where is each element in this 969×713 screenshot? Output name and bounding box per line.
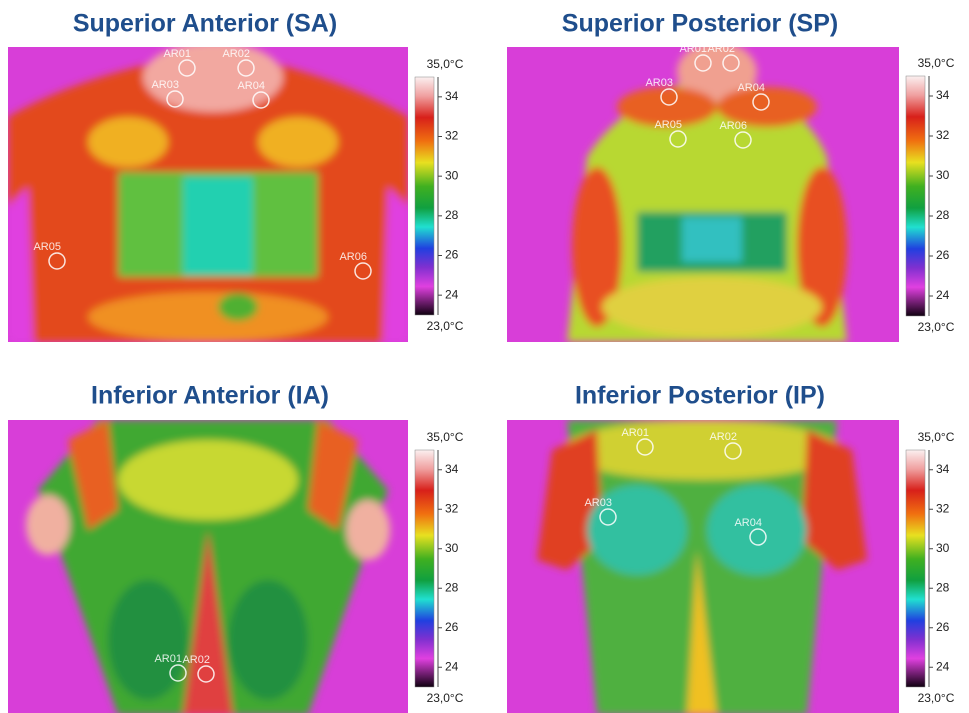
roi-label: AR01 — [679, 43, 707, 55]
roi-label: AR03 — [584, 497, 612, 509]
roi-label: AR04 — [237, 80, 265, 92]
scale-min: 23,0°C — [427, 319, 464, 333]
heat-region — [562, 420, 842, 480]
roi-label: AR05 — [654, 119, 682, 131]
tick-label: 30 — [445, 168, 459, 182]
tick-label: 34 — [445, 89, 459, 103]
tick-label: 26 — [936, 248, 950, 262]
roi-label: AR06 — [719, 120, 747, 132]
panel-title: Superior Anterior (SA) — [73, 10, 337, 38]
heat-region — [258, 117, 338, 167]
tick-label: 26 — [445, 248, 459, 262]
roi-label: AR03 — [645, 77, 673, 89]
tick-label: 32 — [445, 501, 459, 515]
panel-title: Inferior Posterior (IP) — [575, 382, 825, 410]
roi-label: AR03 — [151, 79, 179, 91]
roi-label: AR02 — [709, 431, 737, 443]
tick-label: 30 — [936, 541, 950, 555]
heat-region — [228, 580, 308, 700]
thermal-image: AR01 AR02 AR03 AR04 — [507, 420, 899, 713]
tick-label: 28 — [445, 208, 459, 222]
roi-label: AR05 — [33, 241, 61, 253]
heat-region — [346, 500, 390, 560]
scale-min: 23,0°C — [918, 691, 955, 705]
tick-label: 28 — [445, 580, 459, 594]
heat-region — [602, 277, 822, 337]
thermal-image: AR01 AR02 AR03 AR04 AR05 AR06 — [8, 42, 408, 342]
roi-label: AR01 — [163, 48, 191, 60]
tick-label: 26 — [936, 620, 950, 634]
figure: Superior Anterior (SA)AR01AR02AR03AR04AR… — [0, 0, 969, 713]
colorbar — [906, 450, 925, 687]
panel-title: Superior Posterior (SP) — [562, 10, 838, 38]
tick-label: 24 — [445, 659, 459, 673]
roi-label: AR02 — [182, 654, 210, 666]
roi-label: AR04 — [737, 82, 765, 94]
heat-region — [682, 217, 742, 262]
heat-region — [26, 495, 70, 555]
tick-label: 34 — [445, 462, 459, 476]
scale-max: 35,0°C — [918, 56, 955, 70]
colorbar — [906, 76, 925, 316]
roi-label: AR01 — [154, 653, 182, 665]
tick-label: 28 — [936, 208, 950, 222]
tick-label: 32 — [445, 129, 459, 143]
roi-label: AR02 — [222, 48, 250, 60]
tick-label: 24 — [936, 288, 950, 302]
roi-label: AR01 — [621, 427, 649, 439]
tick-label: 34 — [936, 88, 950, 102]
tick-label: 32 — [936, 501, 950, 515]
tick-label: 24 — [445, 287, 459, 301]
scale-max: 35,0°C — [918, 430, 955, 444]
tick-label: 32 — [936, 128, 950, 142]
heat-region — [88, 117, 168, 167]
heat-region — [218, 293, 258, 321]
roi-label: AR04 — [734, 517, 762, 529]
tick-label: 34 — [936, 462, 950, 476]
scale-min: 23,0°C — [427, 691, 464, 705]
heat-region — [108, 580, 188, 700]
roi-label: AR06 — [339, 251, 367, 263]
scale-max: 35,0°C — [427, 430, 464, 444]
scale-min: 23,0°C — [918, 320, 955, 334]
tick-label: 28 — [936, 580, 950, 594]
heat-region — [118, 440, 298, 520]
tick-label: 30 — [936, 168, 950, 182]
tick-label: 26 — [445, 620, 459, 634]
roi-label: AR02 — [707, 43, 735, 55]
tick-label: 24 — [936, 659, 950, 673]
colorbar — [415, 450, 434, 687]
heat-region — [707, 485, 807, 575]
panel-title: Inferior Anterior (IA) — [91, 382, 329, 410]
tick-label: 30 — [445, 541, 459, 555]
heat-region — [183, 177, 253, 275]
scale-max: 35,0°C — [427, 57, 464, 71]
heat-region — [88, 292, 328, 342]
colorbar — [415, 77, 434, 315]
